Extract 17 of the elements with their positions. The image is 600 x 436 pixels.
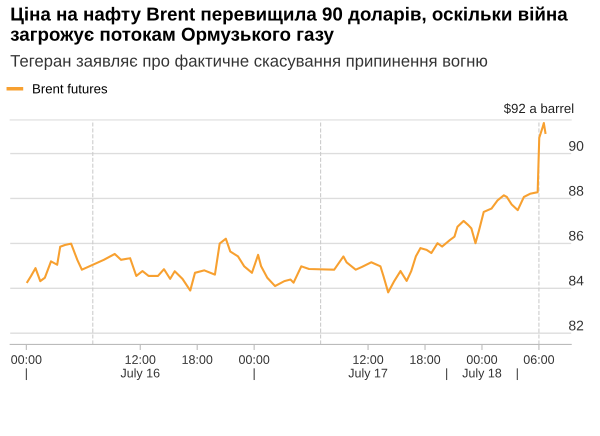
x-tick-label: 00:00 |: [11, 355, 42, 380]
legend-label: Brent futures: [33, 84, 108, 94]
annotation: $92 a barrel: [504, 103, 574, 114]
y-tick-label: 82: [569, 320, 584, 330]
y-tick-label: 90: [569, 141, 584, 151]
y-tick-label: 84: [569, 276, 584, 286]
x-tick-label: 00:00 |: [239, 355, 270, 380]
x-tick-label: 18:00: [182, 355, 212, 364]
x-tick-label: 18:00: [410, 355, 440, 364]
x-tick-label: 12:00 July 16: [120, 355, 160, 380]
chart-title: Ціна на нафту Brent перевищила 90 доларів, оскільки війна загрожує потокам Ормузького газу: [10, 6, 568, 45]
x-tick-label: 12:00 July 17: [348, 355, 388, 380]
chart-subtitle: Тегеран заявляє про фактичне скасування припинення вогню: [10, 54, 488, 70]
x-tick-label: 00:00 | July 18 |: [446, 355, 518, 380]
y-tick-label: 86: [569, 230, 584, 241]
y-tick-label: 88: [569, 186, 584, 196]
x-tick-label: 06:00: [524, 355, 554, 364]
